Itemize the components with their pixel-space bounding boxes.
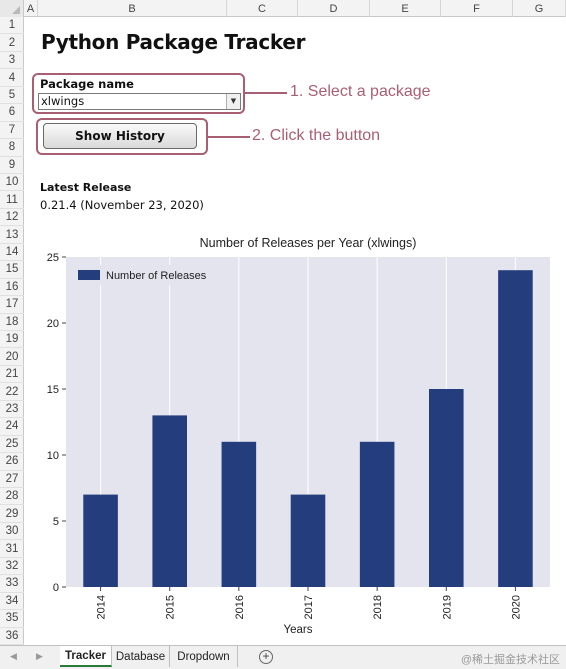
x-tick-label-2019: 2019 <box>441 595 453 619</box>
row-header-30[interactable]: 30 <box>0 523 24 541</box>
row-header-20[interactable]: 20 <box>0 348 24 366</box>
column-header-f[interactable]: F <box>441 0 513 17</box>
row-header-25[interactable]: 25 <box>0 436 24 454</box>
row-header-10[interactable]: 10 <box>0 174 24 192</box>
row-header-7[interactable]: 7 <box>0 122 24 140</box>
row-header-21[interactable]: 21 <box>0 366 24 384</box>
row-header-3[interactable]: 3 <box>0 52 24 70</box>
bar-2015 <box>152 415 187 587</box>
row-header-4[interactable]: 4 <box>0 69 24 87</box>
callout-box-button <box>36 118 208 155</box>
x-axis-label: Years <box>284 624 313 636</box>
callout-connector-button <box>208 136 250 138</box>
chevron-down-icon[interactable]: ▼ <box>226 94 240 109</box>
y-tick-label: 0 <box>53 582 59 594</box>
callout-click-button: 2. Click the button <box>252 127 381 144</box>
row-header-17[interactable]: 17 <box>0 296 24 314</box>
add-sheet-icon[interactable]: + <box>259 650 273 664</box>
row-header-34[interactable]: 34 <box>0 593 24 611</box>
row-header-6[interactable]: 6 <box>0 104 24 122</box>
legend-swatch <box>78 270 100 280</box>
column-header-c[interactable]: C <box>227 0 298 17</box>
row-header-35[interactable]: 35 <box>0 610 24 628</box>
page-title: Python Package Tracker <box>41 30 306 54</box>
legend-label: Number of Releases <box>106 270 207 282</box>
watermark: @稀土掘金技术社区 <box>460 654 560 666</box>
tab-scroll-right-icon[interactable]: ▶ <box>36 651 43 661</box>
y-tick-label: 20 <box>47 318 59 330</box>
tab-database[interactable]: Database <box>112 646 170 667</box>
column-header-g[interactable]: G <box>513 0 566 17</box>
bar-2018 <box>359 441 395 587</box>
row-header-27[interactable]: 27 <box>0 471 24 488</box>
x-tick-label-2018: 2018 <box>372 595 384 619</box>
chart-legend <box>76 265 216 285</box>
y-tick-label: 5 <box>53 516 59 528</box>
row-header-23[interactable]: 23 <box>0 401 24 419</box>
row-header-28[interactable]: 28 <box>0 488 24 506</box>
tab-scroll-left-icon[interactable]: ◀ <box>10 651 17 661</box>
row-header-5[interactable]: 5 <box>0 87 24 105</box>
bar-2016 <box>221 441 257 587</box>
row-header-26[interactable]: 26 <box>0 453 24 471</box>
sheet-tab-bar: ◀ ▶ Tracker Database Dropdown + @稀土掘金技术社… <box>0 645 566 669</box>
row-header-24[interactable]: 24 <box>0 418 24 436</box>
y-tick-label: 10 <box>47 450 59 462</box>
row-header-2[interactable]: 2 <box>0 34 24 52</box>
row-header-36[interactable]: 36 <box>0 628 24 645</box>
row-header-19[interactable]: 19 <box>0 331 24 349</box>
row-header-strip: 1 2 3 4 5 6 7 8 9 10 11 12 13 14 15 16 17 18 19 20 21 22 23 24 2… <box>0 17 24 645</box>
callout-connector-select <box>245 92 287 94</box>
show-history-button[interactable]: Show History <box>43 123 197 149</box>
row-header-33[interactable]: 33 <box>0 575 24 593</box>
select-all-corner[interactable] <box>0 0 24 17</box>
package-dropdown-value: xlwings <box>41 94 85 108</box>
y-tick-label: 25 <box>47 252 59 264</box>
row-header-16[interactable]: 16 <box>0 279 24 297</box>
row-header-22[interactable]: 22 <box>0 383 24 401</box>
row-header-12[interactable]: 12 <box>0 209 24 227</box>
row-header-11[interactable]: 11 <box>0 191 24 209</box>
column-header-b[interactable]: B <box>38 0 227 17</box>
bar-2019 <box>429 389 464 587</box>
tab-dropdown[interactable]: Dropdown <box>170 646 238 667</box>
latest-release-label: Latest Release <box>40 181 132 194</box>
releases-chart-svg: Number of Releases per Year (xlwings) 0 5 1… <box>47 236 550 636</box>
tab-tracker[interactable]: Tracker <box>60 646 112 667</box>
x-tick-label-2020: 2020 <box>510 595 522 619</box>
chart-title: Number of Releases per Year (xlwings) <box>200 236 417 250</box>
row-header-8[interactable]: 8 <box>0 139 24 157</box>
row-header-29[interactable]: 29 <box>0 505 24 523</box>
bar-2017 <box>290 494 326 587</box>
y-tick-label: 15 <box>47 384 59 396</box>
package-name-label: Package name <box>40 77 134 91</box>
row-header-18[interactable]: 18 <box>0 314 24 331</box>
x-tick-label-2017: 2017 <box>303 595 315 619</box>
callout-box-select <box>32 73 245 114</box>
x-tick-label-2015: 2015 <box>165 595 177 619</box>
column-header-d[interactable]: D <box>298 0 370 17</box>
column-header-e[interactable]: E <box>370 0 441 17</box>
x-tick-label-2016: 2016 <box>234 595 246 619</box>
column-header-bar: A B C D E F G <box>0 0 566 17</box>
row-header-15[interactable]: 15 <box>0 261 24 279</box>
row-header-13[interactable]: 13 <box>0 226 24 244</box>
row-header-1[interactable]: 1 <box>0 17 24 35</box>
releases-chart[interactable]: Number of Releases per Year (xlwings) 0 5 1… <box>30 230 560 640</box>
package-dropdown[interactable]: xlwings ▼ <box>38 93 241 110</box>
column-header-a[interactable]: A <box>24 0 38 17</box>
bar-2014 <box>83 494 118 587</box>
latest-release-value: 0.21.4 (November 23, 2020) <box>40 198 204 212</box>
row-header-32[interactable]: 32 <box>0 558 24 576</box>
row-header-14[interactable]: 14 <box>0 244 24 262</box>
callout-select-package: 1. Select a package <box>290 83 431 100</box>
bar-2020 <box>498 270 533 587</box>
row-header-9[interactable]: 9 <box>0 157 24 174</box>
x-tick-label-2014: 2014 <box>96 595 108 619</box>
row-header-31[interactable]: 31 <box>0 540 24 558</box>
